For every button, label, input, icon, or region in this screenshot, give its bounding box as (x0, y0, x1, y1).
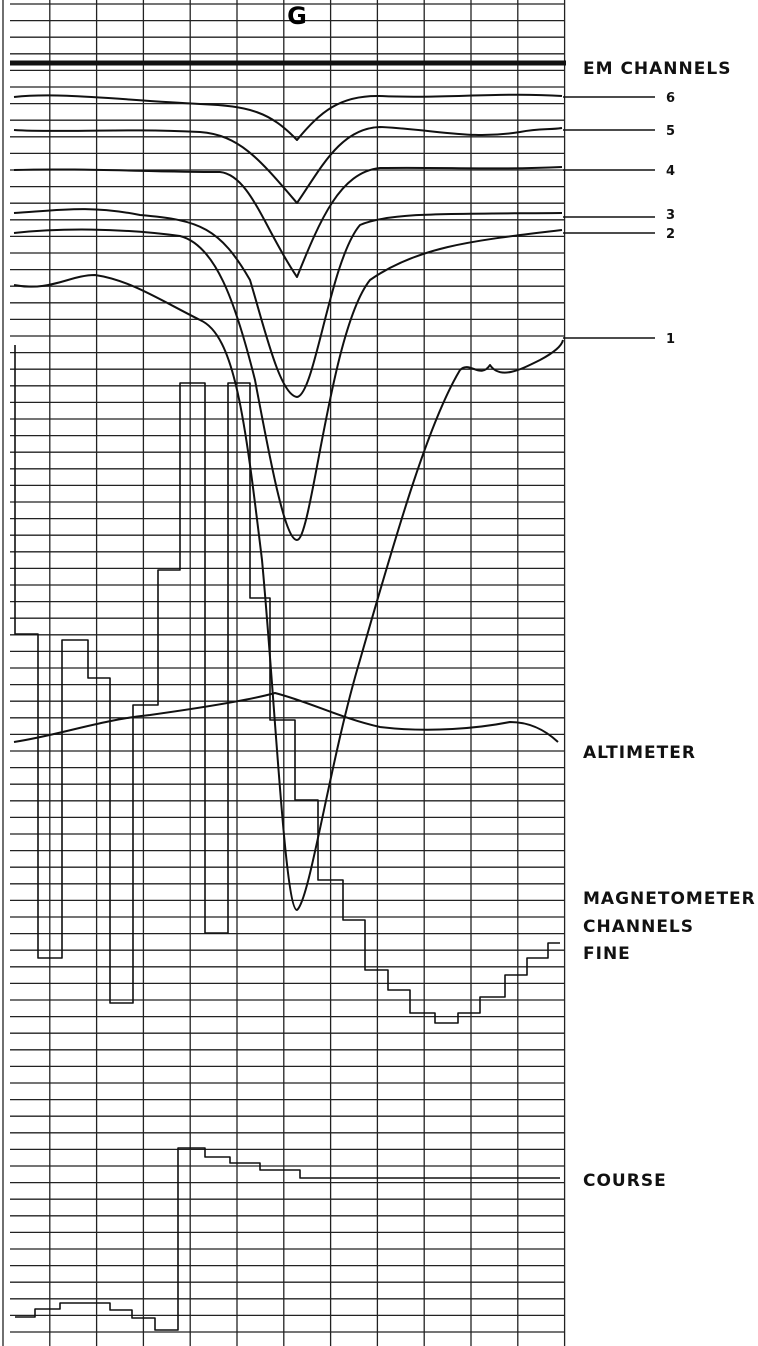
course-label: COURSE (583, 1171, 667, 1191)
magnetometer-label: CHANNELS (583, 917, 694, 937)
channel-label: 4 (666, 164, 675, 179)
magnetometer-label: MAGNETOMETER (583, 889, 756, 909)
channel-label: 2 (666, 227, 675, 242)
magnetometer-trace (14, 345, 560, 1024)
grid (2, 0, 566, 1346)
channel-label: 3 (666, 208, 675, 223)
channel-label: 5 (666, 124, 675, 139)
em-trace-5 (13, 126, 563, 204)
channel-label: 1 (666, 332, 675, 347)
em-trace-2 (13, 228, 563, 541)
em-trace-1 (13, 274, 564, 911)
em-trace-6 (13, 93, 563, 141)
course-trace (15, 1147, 560, 1331)
channel-label: 6 (666, 91, 675, 106)
em-trace-4 (13, 166, 563, 278)
altimeter-trace (13, 692, 559, 743)
altimeter-label: ALTIMETER (583, 743, 696, 763)
em-trace-3 (13, 208, 563, 398)
magnetometer-label: FINE (583, 944, 631, 964)
channel-leaders (563, 96, 655, 339)
marker-label: G (287, 2, 307, 30)
em-channels-label: EM CHANNELS (583, 59, 731, 79)
